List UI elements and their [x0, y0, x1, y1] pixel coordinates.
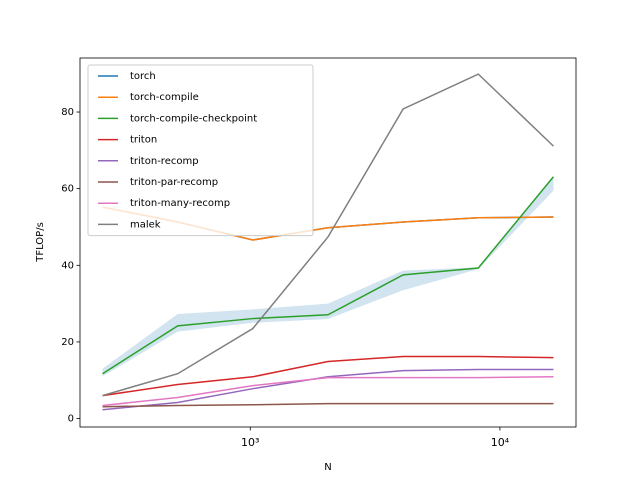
legend-label: torch-compile-checkpoint — [130, 113, 257, 124]
legend-label: triton — [130, 135, 157, 146]
error-band — [102, 177, 554, 377]
y-tick-label: 40 — [61, 260, 74, 271]
x-tick-label: 10³ — [241, 436, 259, 449]
legend-box — [87, 64, 314, 237]
line — [102, 402, 554, 408]
legend-label: triton-par-recomp — [130, 177, 218, 188]
line — [102, 355, 554, 397]
plot-frame — [79, 57, 577, 428]
line — [102, 376, 554, 407]
legend: torch torch-compile torch-compile-checkpoi… — [87, 64, 314, 237]
y-tick-label: 0 — [68, 414, 74, 425]
line — [102, 368, 554, 411]
legend-label: torch — [130, 71, 156, 82]
y-axis-label: TFLOP/s — [35, 222, 46, 263]
legend-label: triton-many-recomp — [130, 198, 230, 209]
y-tick-label: 20 — [61, 337, 74, 348]
line — [102, 73, 554, 397]
line — [102, 176, 555, 375]
x-axis-label: N — [324, 462, 331, 473]
y-tick-label: 80 — [61, 107, 74, 118]
x-tick-label: 10⁴ — [491, 436, 510, 449]
y-tick-label: 60 — [61, 184, 74, 195]
legend-label: torch-compile — [130, 92, 199, 103]
legend-label: malek — [130, 219, 161, 230]
legend-label: triton-recomp — [130, 156, 199, 167]
